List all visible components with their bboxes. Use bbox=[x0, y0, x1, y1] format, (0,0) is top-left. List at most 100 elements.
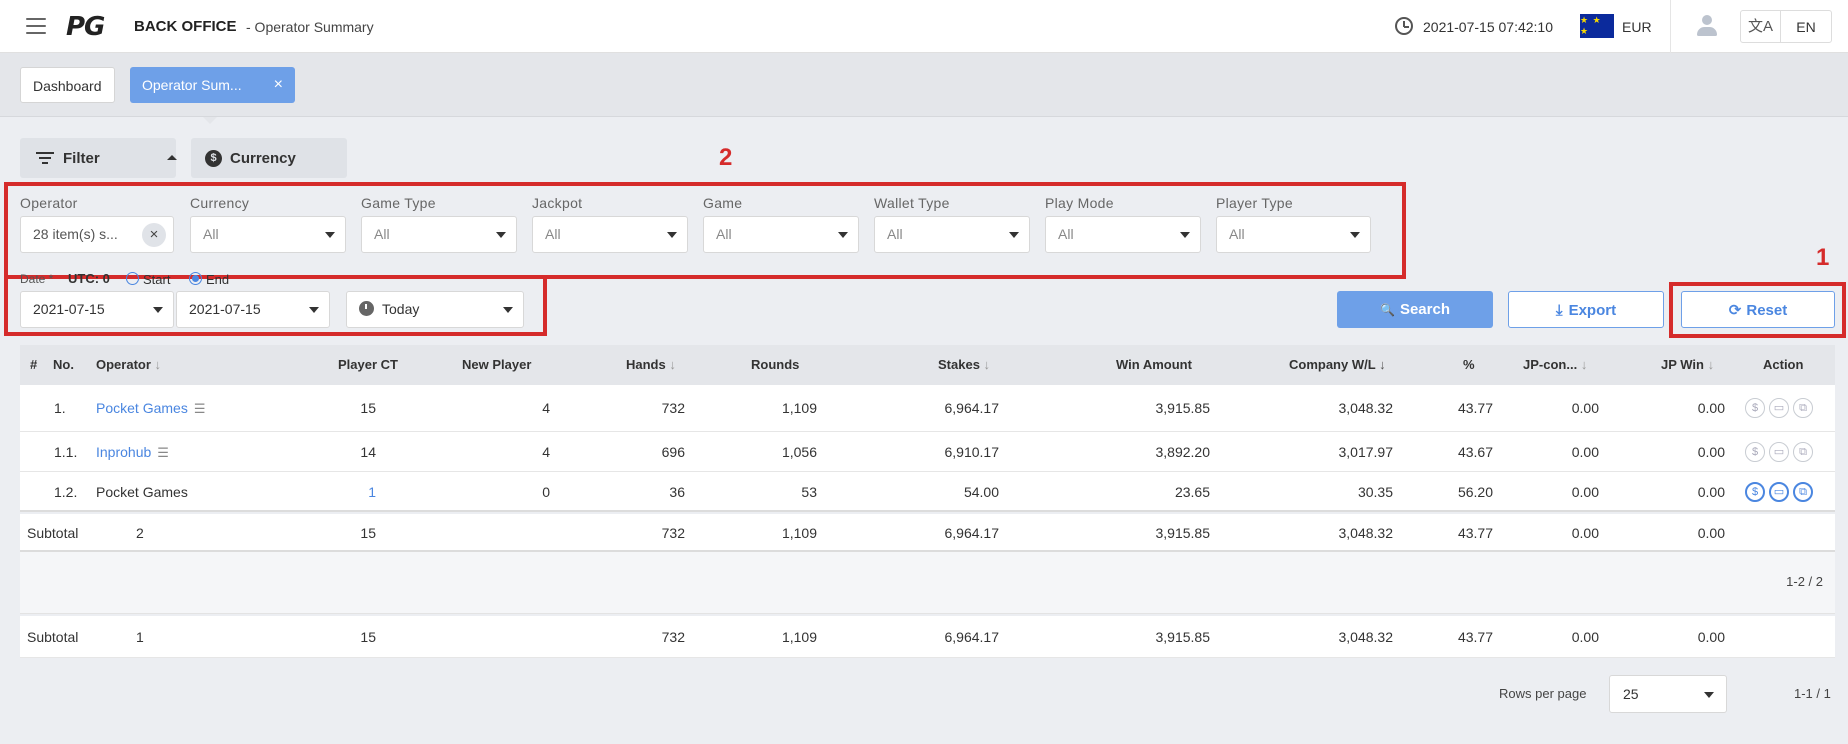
chevron-down-icon bbox=[1009, 232, 1019, 238]
search-button[interactable]: 🔍 Search bbox=[1337, 291, 1493, 328]
tab-operator-summary[interactable]: Operator Sum... × bbox=[130, 67, 295, 103]
operator-link[interactable]: Pocket Games ☰ bbox=[96, 400, 205, 417]
date-preset-value: Today bbox=[382, 301, 420, 317]
close-icon[interactable]: × bbox=[273, 76, 283, 93]
card-icon[interactable]: ▭ bbox=[1769, 482, 1789, 502]
annotation-box-1 bbox=[1669, 282, 1846, 338]
col-stakes[interactable]: Stakes ↓ bbox=[938, 357, 990, 372]
tab-pointer bbox=[203, 117, 217, 124]
table-row: 1. Pocket Games ☰ 15 4 732 1,109 6,964.17… bbox=[20, 385, 1835, 432]
col-operator[interactable]: Operator ↓ bbox=[96, 357, 161, 372]
col-company-wl[interactable]: Company W/L ↓ bbox=[1289, 357, 1386, 372]
rows-per-page-value: 25 bbox=[1623, 686, 1639, 702]
menu-icon[interactable] bbox=[26, 18, 46, 34]
currency-select[interactable]: All bbox=[190, 216, 346, 253]
export-button[interactable]: ⤓ Export bbox=[1508, 291, 1664, 328]
jp-win: 0.00 bbox=[1697, 629, 1725, 645]
clear-icon[interactable]: × bbox=[142, 223, 166, 247]
user-icon[interactable] bbox=[1696, 14, 1718, 38]
wallet-type-select[interactable]: All bbox=[874, 216, 1030, 253]
card-icon[interactable]: ▭ bbox=[1769, 398, 1789, 418]
player-type-select[interactable]: All bbox=[1216, 216, 1371, 253]
tab-dashboard[interactable]: Dashboard bbox=[20, 67, 115, 103]
row-actions: $ ▭ ⧉ bbox=[1745, 482, 1813, 502]
screen-icon[interactable]: ⧉ bbox=[1793, 442, 1813, 462]
col-action: Action bbox=[1763, 357, 1804, 372]
game-select-value: All bbox=[716, 226, 732, 242]
translate-icon[interactable]: 文A bbox=[1741, 11, 1781, 42]
card-icon[interactable]: ▭ bbox=[1769, 442, 1789, 462]
screen-icon[interactable]: ⧉ bbox=[1793, 398, 1813, 418]
jackpot-select[interactable]: All bbox=[532, 216, 688, 253]
col-company-wl-label: Company W/L bbox=[1289, 357, 1376, 372]
stakes: 6,964.17 bbox=[944, 629, 1000, 645]
dollar-icon[interactable]: $ bbox=[1745, 398, 1765, 418]
inner-page-range: 1-2 / 2 bbox=[1786, 574, 1823, 589]
list-icon[interactable]: ☰ bbox=[193, 401, 206, 416]
dollar-icon[interactable]: $ bbox=[1745, 442, 1765, 462]
export-button-label: Export bbox=[1568, 302, 1617, 319]
game-select[interactable]: All bbox=[703, 216, 859, 253]
date-from-value: 2021-07-15 bbox=[33, 301, 105, 317]
list-icon[interactable]: ☰ bbox=[157, 445, 169, 460]
currency-code[interactable]: EUR bbox=[1622, 19, 1652, 35]
jp-win: 0.00 bbox=[1697, 484, 1725, 500]
currency-button[interactable]: $ Currency bbox=[191, 138, 347, 178]
operator-select[interactable]: 28 item(s) s... × bbox=[20, 216, 174, 253]
company-wl: 3,048.32 bbox=[1338, 525, 1394, 541]
jp-win: 0.00 bbox=[1697, 444, 1725, 460]
hands: 732 bbox=[661, 400, 685, 416]
date-to-select[interactable]: 2021-07-15 bbox=[176, 291, 330, 328]
annotation-label-1: 1 bbox=[1816, 244, 1830, 271]
radio-start-label[interactable]: Start bbox=[143, 272, 171, 287]
date-from-select[interactable]: 2021-07-15 bbox=[20, 291, 174, 328]
language-switch[interactable]: 文A EN bbox=[1740, 10, 1832, 43]
filter-toggle-button[interactable]: Filter bbox=[20, 138, 177, 178]
date-preset-select[interactable]: Today bbox=[346, 291, 524, 328]
player-ct: 14 bbox=[360, 444, 376, 460]
radio-end-label[interactable]: End bbox=[206, 272, 230, 287]
win-amount: 23.65 bbox=[1174, 484, 1210, 500]
sort-icon: ↓ bbox=[1580, 357, 1588, 372]
company-wl: 3,017.97 bbox=[1338, 444, 1394, 460]
brand-title: BACK OFFICE bbox=[134, 18, 237, 35]
game-type-label: Game Type bbox=[361, 195, 436, 211]
server-datetime: 2021-07-15 07:42:10 bbox=[1423, 19, 1553, 35]
stakes: 54.00 bbox=[963, 484, 999, 500]
col-jp-contribution[interactable]: JP-con... ↓ bbox=[1523, 357, 1587, 372]
player-ct-link[interactable]: 1 bbox=[368, 484, 376, 500]
operator-select-value: 28 item(s) s... bbox=[33, 226, 118, 242]
tabs-bar: Dashboard Operator Sum... × bbox=[0, 53, 1848, 117]
table-header: # No. Operator ↓ Player CT New Player Ha… bbox=[20, 345, 1835, 385]
operator-name: Inprohub bbox=[96, 444, 152, 460]
rows-per-page-select[interactable]: 25 bbox=[1609, 675, 1727, 713]
percent: 43.77 bbox=[1457, 525, 1493, 541]
download-icon: ⤓ bbox=[1555, 302, 1563, 319]
date-label: Date * bbox=[20, 272, 54, 286]
percent: 43.77 bbox=[1457, 400, 1493, 416]
eu-flag-icon[interactable]: ★ ★ ★ bbox=[1580, 14, 1614, 38]
language-code[interactable]: EN bbox=[1796, 18, 1816, 35]
col-hands[interactable]: Hands ↓ bbox=[626, 357, 676, 372]
refresh-icon: ⟳ bbox=[1728, 302, 1742, 319]
rows-per-page-label: Rows per page bbox=[1499, 686, 1587, 701]
currency-button-label: Currency bbox=[230, 149, 296, 167]
play-mode-select[interactable]: All bbox=[1045, 216, 1201, 253]
radio-end[interactable] bbox=[189, 272, 202, 285]
jackpot-select-value: All bbox=[545, 226, 561, 242]
jp-contribution: 0.00 bbox=[1571, 400, 1599, 416]
screen-icon[interactable]: ⧉ bbox=[1793, 482, 1813, 502]
col-new-player: New Player bbox=[462, 357, 532, 372]
reset-button[interactable]: ⟳ Reset bbox=[1681, 291, 1835, 328]
page-subtitle: - Operator Summary bbox=[246, 19, 374, 35]
operator-link[interactable]: Inprohub ☰ bbox=[96, 444, 169, 461]
sort-icon: ↓ bbox=[154, 357, 162, 372]
dollar-icon[interactable]: $ bbox=[1745, 482, 1765, 502]
chevron-down-icon bbox=[838, 232, 848, 238]
game-type-select[interactable]: All bbox=[361, 216, 517, 253]
radio-start[interactable] bbox=[126, 272, 139, 285]
new-player: 4 bbox=[542, 444, 550, 460]
operator-name: Pocket Games bbox=[96, 400, 188, 416]
col-jp-win[interactable]: JP Win ↓ bbox=[1661, 357, 1714, 372]
filter-label: Filter bbox=[63, 149, 100, 167]
